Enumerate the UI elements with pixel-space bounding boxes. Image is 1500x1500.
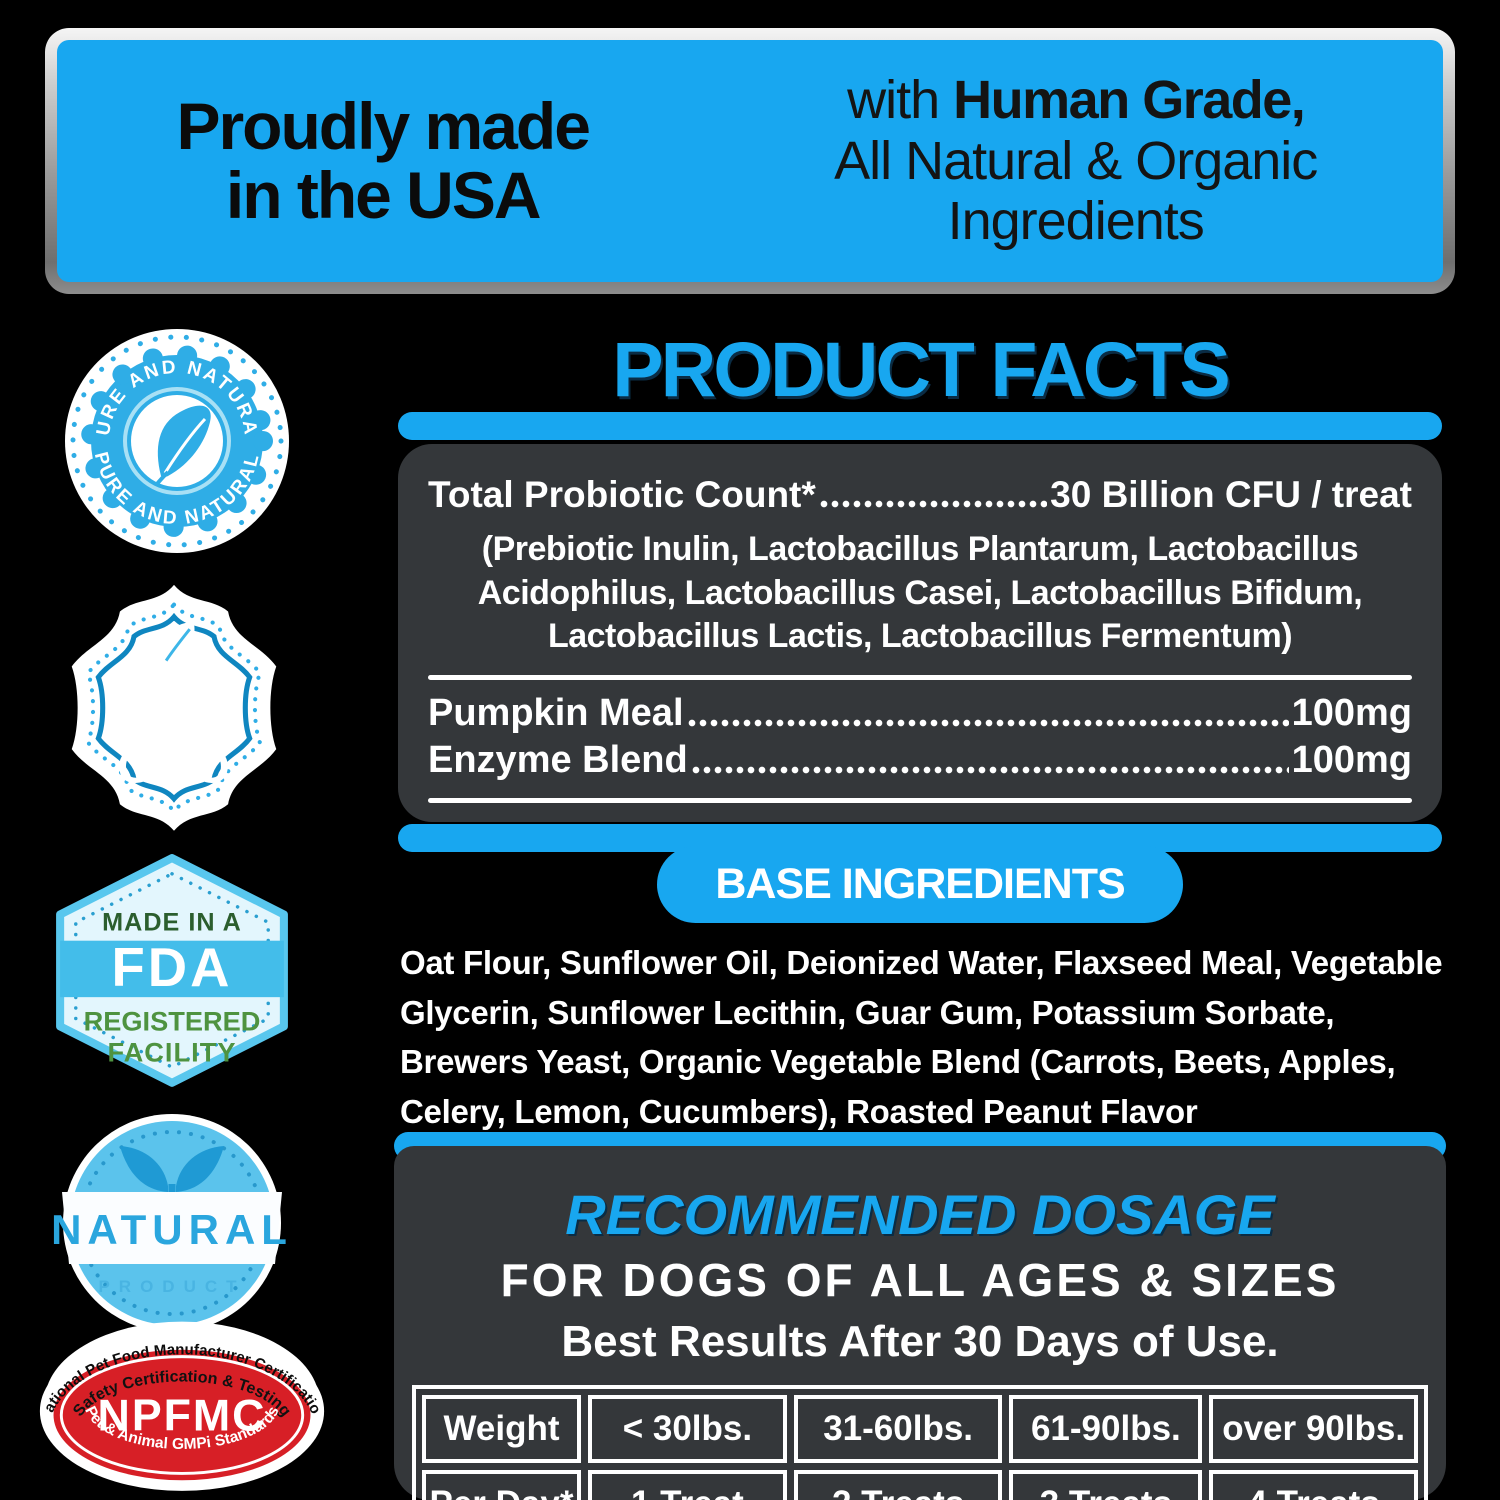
dosage-cell: 1 Treat bbox=[588, 1470, 787, 1500]
dosage-subtitle2: Best Results After 30 Days of Use. bbox=[561, 1317, 1279, 1366]
fda-line1: MADE IN A bbox=[102, 909, 242, 937]
claim-with: with bbox=[847, 70, 954, 131]
probiotic-count-row: Total Probiotic Count* 30 Billion CFU / … bbox=[428, 474, 1412, 516]
dosage-panel: RECOMMENDED DOSAGE FOR DOGS OF ALL AGES … bbox=[394, 1146, 1446, 1500]
product-facts-panel: Total Probiotic Count* 30 Billion CFU / … bbox=[398, 444, 1442, 822]
claim-line2: All Natural & Organic bbox=[834, 130, 1318, 191]
dosage-cell: 3 Treats bbox=[1009, 1470, 1203, 1500]
npfmc-title: NPFMC bbox=[98, 1391, 267, 1441]
divider-line bbox=[428, 797, 1412, 803]
dosage-cell: 2 Treats bbox=[793, 1470, 1003, 1500]
dot-leader bbox=[818, 499, 1048, 509]
base-ingredients-pill: BASE INGREDIENTS bbox=[657, 846, 1183, 923]
dosage-header-cell: 31-60lbs. bbox=[793, 1395, 1003, 1463]
ingredients-claim-text: with Human Grade, All Natural & Organic … bbox=[708, 70, 1443, 251]
ingredient-value: 100mg bbox=[1291, 738, 1412, 781]
fda-facility-badge: MADE IN A FDA REGISTERED FACILITY bbox=[46, 852, 298, 1089]
made-in-usa-text: Proudly made in the USA bbox=[57, 92, 708, 229]
ingredient-label: Enzyme Blend bbox=[428, 738, 688, 781]
non-gmo-line2: GMO bbox=[117, 741, 230, 793]
non-gmo-seal: NON GMO bbox=[71, 584, 277, 831]
divider-line bbox=[428, 674, 1412, 680]
ingredient-row: Enzyme Blend 100mg bbox=[428, 739, 1412, 782]
leaf-icon bbox=[159, 621, 195, 665]
dosage-title: RECOMMENDED DOSAGE bbox=[565, 1183, 1275, 1246]
dosage-header-cell: < 30lbs. bbox=[588, 1395, 787, 1463]
claim-line3: Ingredients bbox=[947, 191, 1205, 252]
dot-leader bbox=[686, 717, 1289, 728]
natural-product-seal: NATURAL PRODUCT bbox=[52, 1114, 292, 1332]
probiotic-count-value: 30 Billion CFU / treat bbox=[1050, 474, 1412, 515]
fda-line3: REGISTERED bbox=[84, 1005, 261, 1036]
fda-line4: FACILITY bbox=[108, 1037, 237, 1068]
made-in-usa-line2: in the USA bbox=[225, 158, 542, 232]
ingredient-label: Pumpkin Meal bbox=[428, 691, 684, 734]
dosage-cell: 4 Treats bbox=[1209, 1470, 1418, 1500]
top-banner-inner: Proudly made in the USA with Human Grade… bbox=[57, 40, 1443, 282]
probiotic-count-label: Total Probiotic Count* bbox=[428, 474, 816, 515]
dosage-header-cell: over 90lbs. bbox=[1209, 1395, 1418, 1463]
dot-leader bbox=[690, 764, 1289, 775]
probiotic-strains-text: (Prebiotic Inulin, Lactobacillus Plantar… bbox=[477, 530, 1363, 656]
dosage-subtitle: FOR DOGS OF ALL AGES & SIZES bbox=[500, 1254, 1340, 1306]
fda-line2: FDA bbox=[112, 937, 233, 998]
npfmc-certification-badge: National Pet Food Manufacturer Certifica… bbox=[36, 1306, 328, 1496]
dosage-header-cell: Weight bbox=[422, 1395, 581, 1463]
product-facts-title: PRODUCT FACTS bbox=[612, 327, 1231, 413]
base-ingredients-text: Oat Flour, Sunflower Oil, Deionized Wate… bbox=[400, 944, 1443, 1130]
claim-line1: with Human Grade, bbox=[708, 70, 1443, 130]
non-gmo-badge: NON GMO bbox=[56, 580, 292, 836]
dosage-table: Weight < 30lbs. 31-60lbs. 61-90lbs. over… bbox=[412, 1385, 1428, 1500]
made-in-usa-line1: Proudly made bbox=[176, 89, 590, 164]
natural-product-badge: NATURAL PRODUCT bbox=[52, 1090, 292, 1345]
ingredient-row: Pumpkin Meal 100mg bbox=[428, 692, 1412, 735]
pure-and-natural-badge: PURE AND NATURAL PURE AND NATURAL bbox=[62, 326, 292, 556]
dosage-cell: Per Day* bbox=[422, 1470, 581, 1500]
leaf-icon bbox=[155, 405, 211, 486]
non-gmo-line1: NON bbox=[121, 693, 227, 745]
top-banner: Proudly made in the USA with Human Grade… bbox=[45, 28, 1455, 294]
claim-human-grade: Human Grade, bbox=[953, 70, 1306, 131]
dosage-header-cell: 61-90lbs. bbox=[1009, 1395, 1203, 1463]
pure-and-natural-seal: PURE AND NATURAL PURE AND NATURAL bbox=[62, 326, 289, 553]
natural-title: NATURAL bbox=[52, 1206, 292, 1253]
natural-subtitle: PRODUCT bbox=[98, 1277, 245, 1296]
npfmc-seal: National Pet Food Manufacturer Certifica… bbox=[36, 1306, 324, 1491]
ingredient-value: 100mg bbox=[1291, 691, 1412, 734]
blue-bar-top bbox=[398, 412, 1442, 440]
fda-hexagon-seal: MADE IN A FDA REGISTERED FACILITY bbox=[56, 854, 288, 1087]
